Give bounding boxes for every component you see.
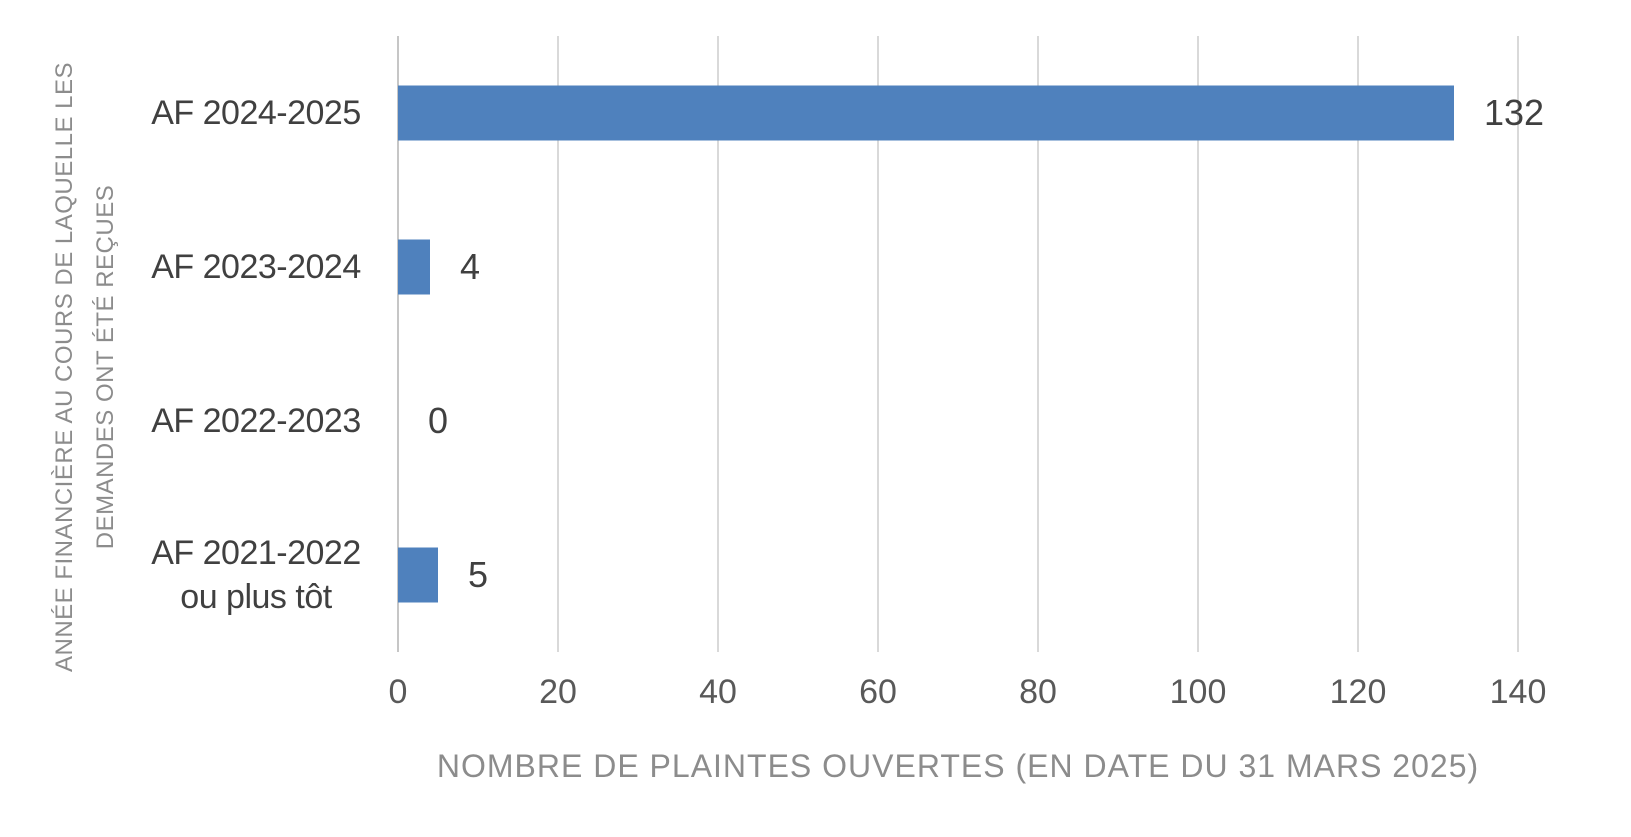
category-label: AF 2022-2023 [151,402,361,440]
bar-value-label: 5 [468,554,489,595]
gridline [717,36,719,652]
y-axis-title-line-1: ANNÉE FINANCIÈRE AU COURS DE LAQUELLE LE… [51,62,78,672]
x-tick-label: 20 [539,673,577,711]
gridline [1037,36,1039,652]
bar [398,547,438,603]
x-tick-label: 0 [388,673,408,711]
gridline [877,36,879,652]
plot-area: AF 2024-2025 132 AF 2023-2024 4 AF 2022-2023… [151,36,1544,652]
gridline [1197,36,1199,652]
y-axis-title-line-2: DEMANDES ONT ÉTÉ REÇUES [92,184,119,550]
y-axis-title: ANNÉE FINANCIÈRE AU COURS DE LAQUELLE LE… [44,17,126,717]
x-tick-label: 140 [1489,673,1547,711]
bar [398,85,1454,141]
bar-value-label: 4 [460,246,481,287]
bar-row: AF 2023-2024 4 [151,190,1518,344]
bar [398,239,430,295]
x-tick-label: 100 [1169,673,1227,711]
bar-value-label: 0 [428,400,449,441]
x-axis-title: NOMBRE DE PLAINTES OUVERTES (EN DATE DU … [436,748,1480,784]
gridline [1357,36,1359,652]
x-tick-label: 80 [1019,673,1057,711]
x-tick-label: 120 [1329,673,1387,711]
bar-row: AF 2022-2023 0 [151,344,1518,498]
category-label: AF 2023-2024 [151,248,361,286]
gridline [1517,36,1519,652]
category-label: AF 2024-2025 [151,94,361,132]
bar-row: AF 2024-2025 132 [151,36,1544,190]
category-label: AF 2021-2022 ou plus tôt [151,534,361,616]
x-tick-label: 40 [699,673,737,711]
bar-value-label: 132 [1484,92,1545,133]
bar-row: AF 2021-2022 ou plus tôt 5 [151,498,1518,652]
x-tick-label: 60 [859,673,897,711]
x-axis-tick-labels: 0 20 40 60 80 100 120 140 [389,668,1547,716]
y-axis-line [397,36,399,652]
gridline [557,36,559,652]
